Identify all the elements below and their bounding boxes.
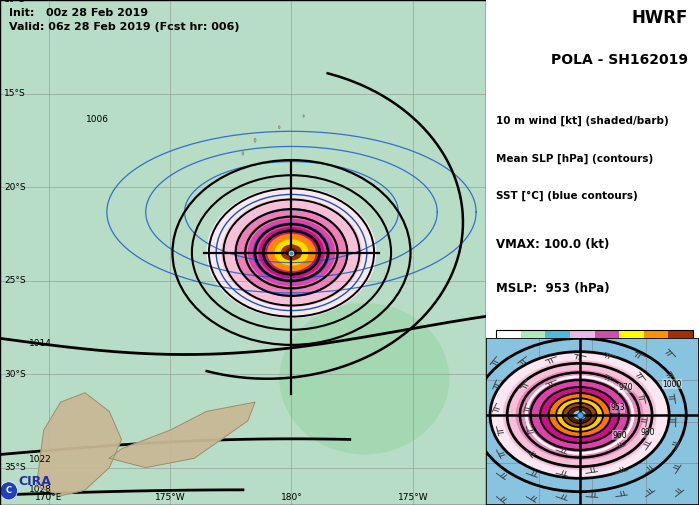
Text: 114: 114 <box>656 354 671 363</box>
Ellipse shape <box>279 126 280 129</box>
Bar <box>496 330 693 348</box>
Ellipse shape <box>267 234 316 271</box>
Bar <box>496 330 521 348</box>
Text: 1014: 1014 <box>29 339 52 348</box>
Ellipse shape <box>303 115 304 117</box>
Text: 1028: 1028 <box>29 485 52 494</box>
Ellipse shape <box>549 393 610 437</box>
Ellipse shape <box>528 378 630 451</box>
Text: 30°S: 30°S <box>4 370 26 379</box>
Ellipse shape <box>286 248 297 257</box>
Ellipse shape <box>229 205 354 300</box>
Text: Init:   00z 28 Feb 2019: Init: 00z 28 Feb 2019 <box>9 8 148 18</box>
Text: 1000: 1000 <box>663 380 682 389</box>
Ellipse shape <box>236 209 347 296</box>
Text: 96: 96 <box>632 354 642 363</box>
Ellipse shape <box>254 138 256 142</box>
Text: 970: 970 <box>618 383 633 392</box>
Ellipse shape <box>259 227 324 278</box>
Bar <box>521 330 545 348</box>
Text: 134: 134 <box>684 354 699 363</box>
Text: 176°W: 176°W <box>669 386 699 395</box>
Text: 64: 64 <box>585 354 596 363</box>
Text: 1006: 1006 <box>86 115 108 124</box>
Bar <box>619 330 644 348</box>
Ellipse shape <box>539 387 620 443</box>
Polygon shape <box>109 402 255 468</box>
Text: C: C <box>6 486 12 495</box>
Text: Valid: 06z 28 Feb 2019 (Fcst hr: 006): Valid: 06z 28 Feb 2019 (Fcst hr: 006) <box>9 22 239 32</box>
Bar <box>595 330 619 348</box>
Ellipse shape <box>490 351 669 478</box>
Text: 83: 83 <box>612 354 624 363</box>
Bar <box>668 330 693 348</box>
Ellipse shape <box>281 244 302 261</box>
Ellipse shape <box>275 239 308 266</box>
Text: 20°S: 20°S <box>4 182 25 191</box>
Ellipse shape <box>503 360 656 470</box>
Ellipse shape <box>516 370 644 460</box>
Text: 960: 960 <box>612 431 627 439</box>
Text: HWRF: HWRF <box>632 10 689 27</box>
Text: SST [°C] (blue contours): SST [°C] (blue contours) <box>496 191 638 201</box>
Text: 10 m wind speed (kt): 10 m wind speed (kt) <box>547 372 643 381</box>
Text: VMAX: 100.0 (kt): VMAX: 100.0 (kt) <box>496 238 610 251</box>
Ellipse shape <box>573 411 586 420</box>
Ellipse shape <box>221 198 362 307</box>
Text: 170°E: 170°E <box>35 493 62 502</box>
Text: MSLP:  953 (hPa): MSLP: 953 (hPa) <box>496 282 610 295</box>
Polygon shape <box>36 393 122 495</box>
Ellipse shape <box>242 152 244 155</box>
Text: 15°S: 15°S <box>4 89 26 98</box>
Bar <box>644 330 668 348</box>
Ellipse shape <box>563 403 597 427</box>
Text: 17: 17 <box>516 354 526 363</box>
Ellipse shape <box>280 303 449 454</box>
Text: POLA - SH162019: POLA - SH162019 <box>552 53 689 67</box>
Circle shape <box>0 482 17 500</box>
Text: 175°W: 175°W <box>398 493 428 502</box>
Ellipse shape <box>240 214 343 291</box>
Text: 10 m wind [kt] (shaded/barb): 10 m wind [kt] (shaded/barb) <box>496 116 669 126</box>
Ellipse shape <box>247 219 336 286</box>
Text: 175°W: 175°W <box>154 493 185 502</box>
Text: 34: 34 <box>541 354 552 363</box>
Text: 953: 953 <box>610 403 625 412</box>
Text: 180°: 180° <box>486 386 507 395</box>
Ellipse shape <box>568 407 591 423</box>
Ellipse shape <box>206 187 377 318</box>
Text: CIRA: CIRA <box>18 475 51 488</box>
Ellipse shape <box>556 398 603 432</box>
Text: 35°S: 35°S <box>4 463 26 472</box>
Text: 50: 50 <box>564 354 575 363</box>
Bar <box>545 330 570 348</box>
Text: 10°S: 10°S <box>4 0 26 5</box>
Text: 980: 980 <box>640 428 655 437</box>
Text: 0: 0 <box>493 354 499 363</box>
Text: 178°W: 178°W <box>577 386 607 395</box>
Text: 180°: 180° <box>280 493 303 502</box>
Text: 25°S: 25°S <box>4 276 25 285</box>
Text: Mean SLP [hPa] (contours): Mean SLP [hPa] (contours) <box>496 154 654 164</box>
Bar <box>570 330 595 348</box>
Text: 1022: 1022 <box>29 455 52 464</box>
